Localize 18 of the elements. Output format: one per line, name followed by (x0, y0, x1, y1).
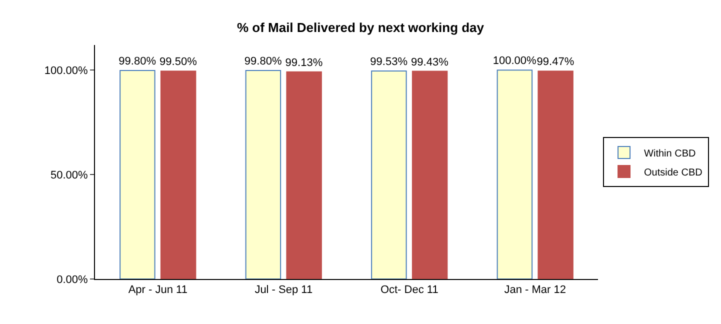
y-tick-label: 100.00% (44, 64, 88, 77)
x-tick-label: Apr - Jun 11 (128, 284, 188, 296)
legend-label: Within CBD (644, 148, 696, 160)
data-label: 99.80% (244, 55, 282, 68)
data-label: 99.47% (536, 56, 574, 68)
data-label: 99.43% (411, 56, 449, 68)
data-label: 99.80% (118, 55, 156, 68)
y-tick-label: 0.00% (56, 274, 88, 286)
data-label: 99.13% (285, 56, 323, 69)
x-tick-label: Jul - Sep 11 (254, 284, 313, 296)
x-tick-label: Jan - Mar 12 (504, 284, 566, 296)
chart-title: % of Mail Delivered by next working day (236, 20, 485, 35)
data-label: 100.00% (492, 55, 537, 68)
legend-label: Outside CBD (644, 167, 702, 178)
y-tick-label: 50.00% (50, 169, 88, 182)
data-label: 99.50% (160, 56, 198, 68)
x-tick-label: Oct- Dec 11 (380, 284, 438, 296)
data-label: 99.53% (370, 56, 408, 68)
